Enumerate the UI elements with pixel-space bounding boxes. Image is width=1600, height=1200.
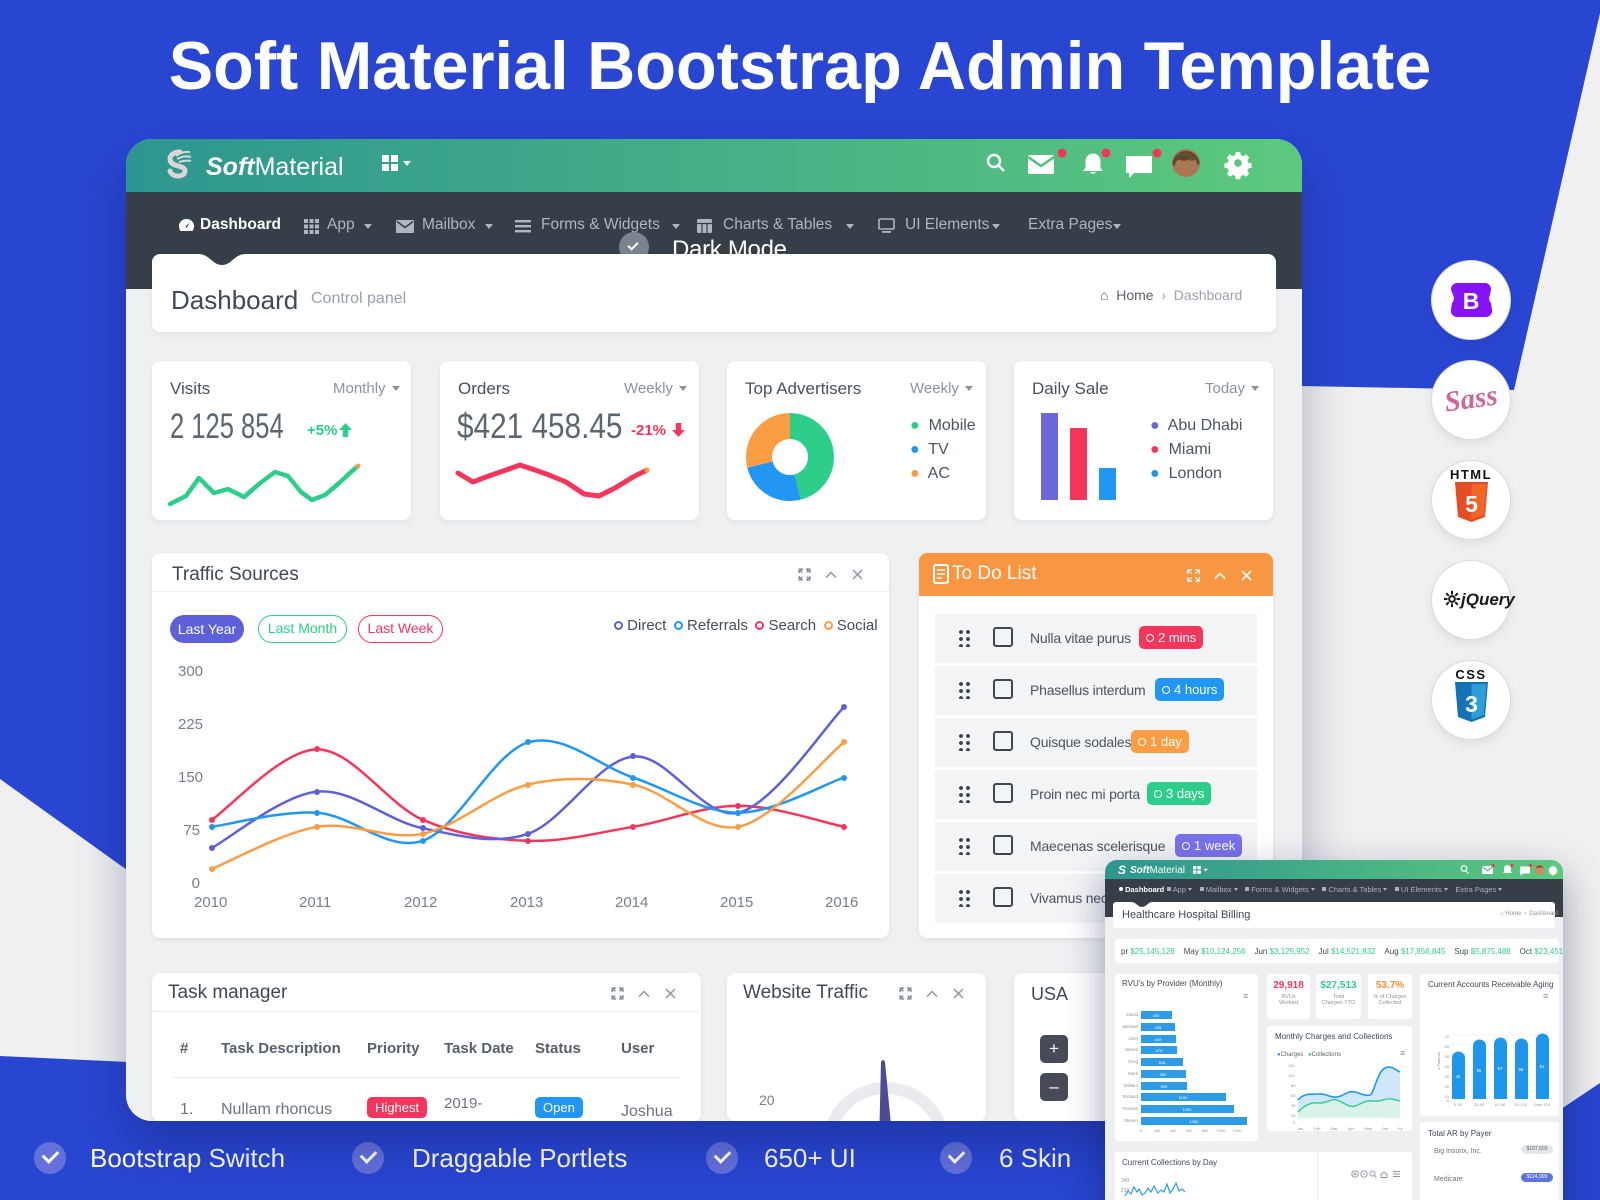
svg-text:120: 120 — [1288, 1063, 1295, 1068]
svg-text:0: 0 — [1140, 1128, 1143, 1133]
svg-text:1200: 1200 — [1233, 1128, 1243, 1133]
svg-text:600: 600 — [1161, 1084, 1168, 1089]
svg-text:William: William — [1124, 1083, 1139, 1088]
svg-text:580: 580 — [1160, 1072, 1167, 1077]
svg-text:470: 470 — [1156, 1048, 1163, 1053]
svg-text:Over 120: Over 120 — [1534, 1102, 1551, 1107]
svg-text:40: 40 — [1291, 1103, 1296, 1108]
svg-text:Apr: Apr — [1348, 1126, 1355, 1131]
svg-text:Feb: Feb — [1314, 1126, 1322, 1131]
svg-text:70: 70 — [1445, 1034, 1450, 1039]
svg-text:50: 50 — [1445, 1054, 1450, 1059]
svg-text:57: 57 — [1498, 1066, 1503, 1071]
svg-text:438: 438 — [1155, 1025, 1162, 1030]
svg-text:Greg: Greg — [1128, 1059, 1139, 1064]
svg-text:Michael: Michael — [1122, 1024, 1138, 1029]
svg-text:B: B — [1463, 288, 1480, 314]
svg-text:600: 600 — [1186, 1128, 1193, 1133]
svg-text:0: 0 — [1293, 1120, 1296, 1125]
svg-text:80: 80 — [1291, 1083, 1296, 1088]
svg-text:91-120: 91-120 — [1515, 1102, 1528, 1107]
svg-text:56: 56 — [1519, 1067, 1524, 1072]
svg-text:800: 800 — [1202, 1128, 1209, 1133]
svg-text:1380: 1380 — [1190, 1119, 1200, 1124]
svg-text:John: John — [1128, 1036, 1138, 1041]
svg-text:200: 200 — [1154, 1128, 1161, 1133]
svg-text:100: 100 — [1288, 1073, 1295, 1078]
svg-text:David: David — [1126, 1012, 1138, 1017]
svg-text:Jul: Jul — [1397, 1126, 1402, 1131]
svg-text:10: 10 — [1445, 1094, 1450, 1099]
svg-text:1000: 1000 — [1217, 1128, 1227, 1133]
svg-text:0-30: 0-30 — [1454, 1102, 1463, 1107]
svg-text:Jun: Jun — [1382, 1126, 1388, 1131]
svg-text:30: 30 — [1445, 1074, 1450, 1079]
svg-text:40: 40 — [1445, 1064, 1450, 1069]
svg-text:5: 5 — [1465, 491, 1478, 517]
svg-text:60: 60 — [1445, 1044, 1450, 1049]
svg-text:546: 546 — [1159, 1060, 1166, 1065]
svg-text:20: 20 — [1445, 1084, 1450, 1089]
svg-text:Steven: Steven — [1124, 1118, 1139, 1123]
svg-text:3: 3 — [1465, 691, 1478, 717]
svg-text:400: 400 — [1170, 1128, 1177, 1133]
svg-text:44: 44 — [1456, 1074, 1461, 1079]
svg-text:Mar: Mar — [1331, 1126, 1339, 1131]
svg-text:31-60: 31-60 — [1474, 1102, 1485, 1107]
svg-text:449: 449 — [1155, 1037, 1162, 1042]
svg-text:1100: 1100 — [1179, 1095, 1188, 1100]
svg-text:55: 55 — [1477, 1068, 1482, 1073]
svg-text:May: May — [1364, 1126, 1372, 1131]
svg-text:61: 61 — [1540, 1064, 1545, 1069]
svg-text:61-90: 61-90 — [1495, 1102, 1506, 1107]
svg-text:20: 20 — [1291, 1113, 1296, 1118]
svg-text:Mark: Mark — [1128, 1071, 1139, 1076]
svg-text:1200: 1200 — [1183, 1107, 1193, 1112]
svg-text:60: 60 — [1291, 1093, 1296, 1098]
svg-text:Richard: Richard — [1122, 1094, 1138, 1099]
svg-text:Thomas: Thomas — [1122, 1106, 1139, 1111]
svg-text:# Patients: # Patients — [1436, 1052, 1441, 1070]
svg-text:Jan: Jan — [1297, 1126, 1303, 1131]
svg-text:James: James — [1125, 1047, 1139, 1052]
svg-text:0: 0 — [1447, 1098, 1450, 1103]
svg-text:400: 400 — [1153, 1013, 1160, 1018]
